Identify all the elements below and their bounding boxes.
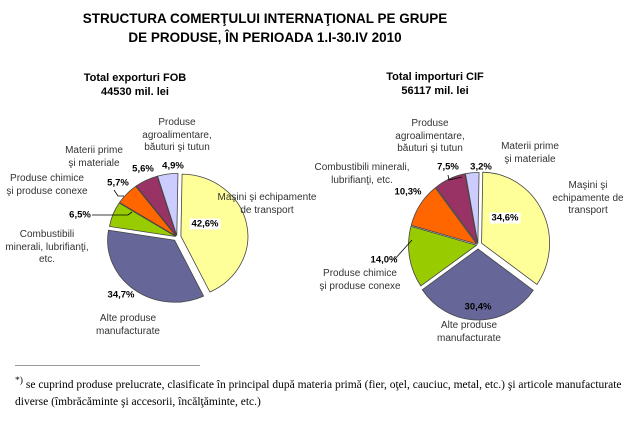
export-label-combustibili: Combustibili minerali, lubrifianţi, etc.: [5, 229, 89, 265]
export-label-alte: Alte produse manufacturate: [96, 313, 160, 337]
leader-line: [447, 174, 463, 181]
export-pct-masini: 42,6%: [189, 218, 221, 230]
pie-slice-alte: [421, 248, 534, 321]
export-title-line-1: Total exporturi FOB: [83, 72, 187, 84]
footnote: *) se cuprind produse prelucrate, clasif…: [15, 372, 625, 411]
import-pct-chimice: 14,0%: [370, 254, 398, 266]
export-pct-materii: 5,6%: [132, 163, 154, 175]
pie-slice-masini: [180, 173, 249, 293]
export-label-masini: Maşini şi echipamente de transport: [217, 192, 317, 216]
export-pct-agro: 4,9%: [162, 160, 184, 172]
pie-slice-chimice: [408, 225, 478, 287]
pie-slice-chimice: [118, 185, 177, 237]
import-title-line-1: Total importuri CIF: [386, 71, 484, 83]
export-pct-alte: 34,7%: [107, 289, 135, 301]
pie-slice-materii: [464, 172, 480, 244]
export-pct-combustibili: 6,5%: [69, 209, 91, 221]
chart-title-line-1: STRUCTURA COMERŢULUI INTERNAŢIONAL PE GR…: [82, 11, 448, 26]
pie-slice-combustibili: [410, 187, 478, 245]
import-pct-alte: 30,4%: [464, 301, 492, 313]
import-pct-masini: 34,6%: [489, 212, 521, 224]
import-total: 56117 mil. lei: [401, 85, 469, 97]
import-pct-agro: 7,5%: [437, 161, 459, 173]
pie-slice-masini: [481, 171, 550, 286]
import-title: Total importuri CIF 56117 mil. lei: [386, 70, 484, 98]
export-label-materii: Materii prime şi materiale: [65, 145, 123, 169]
import-label-combustibili: Combustibili minerali, lubrifianţi, etc.: [314, 162, 410, 186]
import-label-masini: Maşini şi echipamente de transport: [552, 180, 624, 216]
chart-title-line-2: DE PRODUSE, ÎN PERIOADA 1.I-30.IV 2010: [128, 30, 402, 45]
export-label-chimice: Produse chimice şi produse conexe: [6, 173, 88, 197]
leader-line: [92, 211, 133, 216]
pie-slice-agro: [435, 173, 478, 244]
import-label-agro: Produse agroalimentare, băuturi şi tutun: [395, 118, 465, 154]
footnote-text: se cuprind produse prelucrate, clasifica…: [15, 378, 622, 408]
leader-line: [393, 239, 413, 261]
leader-line: [113, 189, 124, 197]
import-label-chimice: Produse chimice şi produse conexe: [319, 268, 401, 292]
export-title: Total exporturi FOB 44530 mil. lei: [84, 71, 186, 99]
import-label-materii: Materii prime şi materiale: [501, 141, 559, 165]
export-pct-chimice: 5,7%: [107, 177, 129, 189]
pie-slice-alte: [107, 229, 205, 303]
export-pie: [107, 173, 249, 303]
export-total: 44530 mil. lei: [101, 86, 169, 98]
pie-slice-agro: [157, 173, 179, 236]
import-pct-combustibili: 10,3%: [394, 186, 422, 198]
pie-slice-combustibili: [109, 202, 176, 237]
import-pct-materii: 3,2%: [470, 161, 492, 173]
pie-slice-materii: [135, 175, 177, 236]
import-label-alte: Alte produse manufacturate: [437, 320, 501, 344]
footnote-divider: [15, 365, 200, 366]
footnote-marker: *): [15, 375, 23, 386]
export-label-agro: Produse agroalimentare, băuturi şi tutun: [142, 117, 212, 153]
import-pie: [408, 171, 550, 321]
